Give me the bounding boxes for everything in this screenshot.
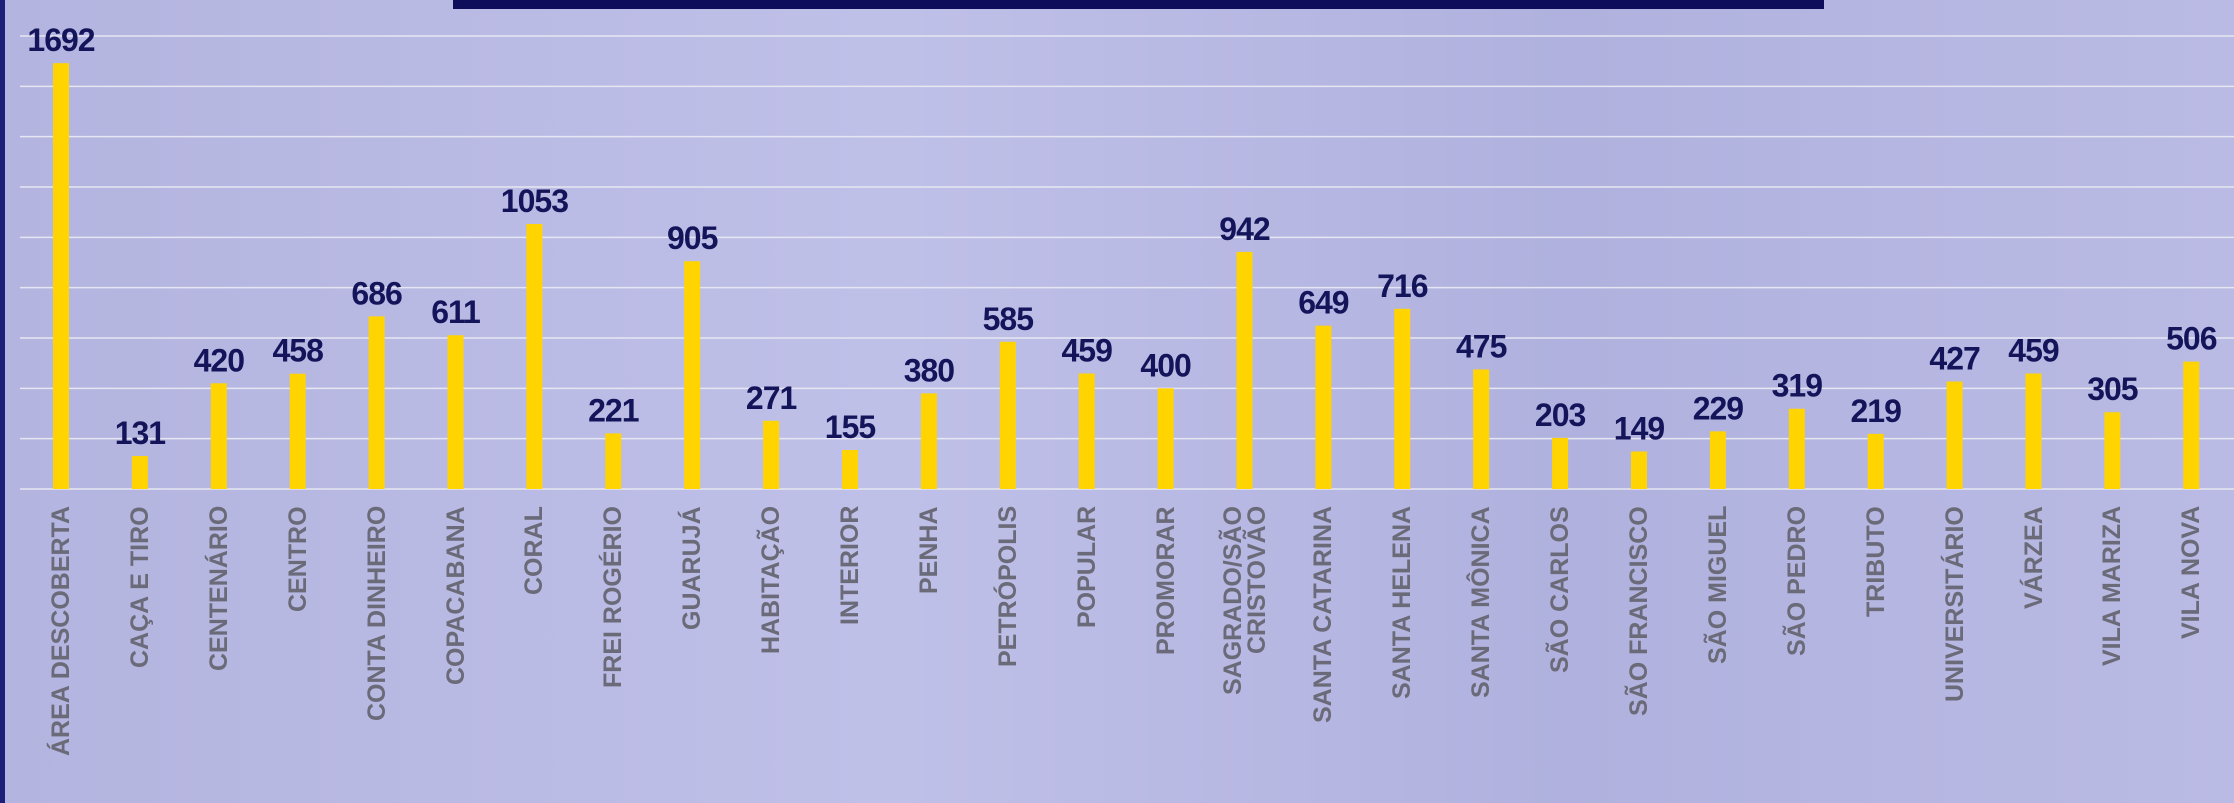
x-tick-label: CONTA DINHEIRO: [365, 506, 389, 798]
bar: [763, 421, 779, 489]
x-tick-label: SAGRADO/SÃO CRISTOVÃO: [1221, 506, 1269, 798]
x-tick-label: CENTRO: [286, 506, 310, 798]
value-label: 380: [904, 352, 955, 388]
title-bar: [453, 0, 1824, 9]
bar: [290, 374, 306, 489]
value-label: 611: [431, 294, 480, 330]
bar: [2026, 373, 2042, 489]
x-tick-label: SANTA MÔNICA: [1469, 506, 1493, 798]
value-label: 149: [1614, 411, 1665, 447]
value-label: 221: [588, 392, 639, 428]
bar: [369, 316, 385, 489]
value-label: 905: [667, 220, 718, 256]
value-label: 649: [1298, 285, 1349, 321]
x-tick-label: CORAL: [522, 506, 546, 798]
value-label: 1692: [27, 22, 94, 58]
value-label: 585: [983, 301, 1034, 337]
bar: [684, 261, 700, 489]
x-tick-label: CAÇA E TIRO: [128, 506, 152, 798]
bar: [1473, 369, 1489, 489]
bar: [526, 224, 542, 489]
value-label: 459: [2008, 332, 2059, 368]
bar: [448, 335, 464, 489]
x-tick-label: VILA MARIZA: [2100, 506, 2124, 798]
bar: [132, 456, 148, 489]
bar: [1868, 434, 1884, 489]
value-label: 475: [1456, 328, 1507, 364]
bar: [2183, 362, 2199, 489]
x-tick-label: PETRÓPOLIS: [996, 506, 1020, 798]
x-tick-label: SÃO MIGUEL: [1706, 506, 1730, 798]
value-label: 506: [2166, 321, 2217, 357]
x-tick-label: TRIBUTO: [1864, 506, 1888, 798]
value-label: 271: [746, 380, 797, 416]
bar: [1315, 326, 1331, 489]
value-label: 420: [194, 342, 245, 378]
x-tick-label: CENTENÁRIO: [207, 506, 231, 798]
value-label: 942: [1219, 211, 1270, 247]
x-tick-label: FREI ROGÉRIO: [601, 506, 625, 798]
bar: [605, 433, 621, 489]
chart-svg: 1692 131 420 458 686 611 1053 221 905 271 155 380 58…: [0, 0, 2234, 803]
value-label: 229: [1693, 390, 1744, 426]
x-tick-label: SANTA CATARINA: [1311, 506, 1335, 798]
x-tick-label: SANTA HELENA: [1390, 506, 1414, 798]
x-tick-label: SÃO PEDRO: [1785, 506, 1809, 798]
value-label: 155: [825, 409, 876, 445]
bar: [1158, 388, 1174, 489]
value-label: 1053: [501, 183, 568, 219]
value-label: 319: [1772, 368, 1823, 404]
bar: [1552, 438, 1568, 489]
bar: [1631, 452, 1647, 489]
x-tick-label: HABITAÇÃO: [759, 506, 783, 798]
value-label: 716: [1377, 268, 1428, 304]
value-label: 400: [1140, 347, 1191, 383]
bar: [53, 63, 69, 489]
bar: [1079, 373, 1095, 489]
x-tick-label: ÁREA DESCOBERTA: [49, 506, 73, 798]
bar: [921, 393, 937, 489]
bar: [1394, 309, 1410, 489]
bar: [1000, 342, 1016, 489]
bar: [211, 383, 227, 489]
bar: [1789, 409, 1805, 489]
bar: [2104, 412, 2120, 489]
value-label: 131: [115, 415, 166, 451]
x-tick-label: VILA NOVA: [2179, 506, 2203, 798]
x-tick-label: COPACABANA: [444, 506, 468, 798]
value-label: 427: [1929, 341, 1980, 377]
value-label: 458: [273, 333, 324, 369]
x-tick-label: INTERIOR: [838, 506, 862, 798]
x-tick-label: PROMORAR: [1154, 506, 1178, 798]
value-label: 686: [351, 275, 402, 311]
value-label: 219: [1851, 393, 1902, 429]
left-border: [0, 0, 5, 803]
bar: [1710, 431, 1726, 489]
value-label: 305: [2087, 371, 2138, 407]
value-label: 459: [1062, 332, 1113, 368]
x-tick-label: SÃO CARLOS: [1548, 506, 1572, 798]
x-tick-label: SÃO FRANCISCO: [1627, 506, 1651, 798]
chart: 1692 131 420 458 686 611 1053 221 905 271 155 380 58…: [0, 0, 2234, 803]
bar: [1237, 252, 1253, 489]
x-tick-label: VÁRZEA: [2022, 506, 2046, 798]
bar: [842, 450, 858, 489]
bar: [1947, 382, 1963, 489]
x-tick-label: POPULAR: [1075, 506, 1099, 798]
x-tick-label: UNIVERSITÁRIO: [1943, 506, 1967, 798]
x-tick-label: GUARUJÁ: [680, 506, 704, 798]
x-tick-label: PENHA: [917, 506, 941, 798]
value-label: 203: [1535, 397, 1586, 433]
